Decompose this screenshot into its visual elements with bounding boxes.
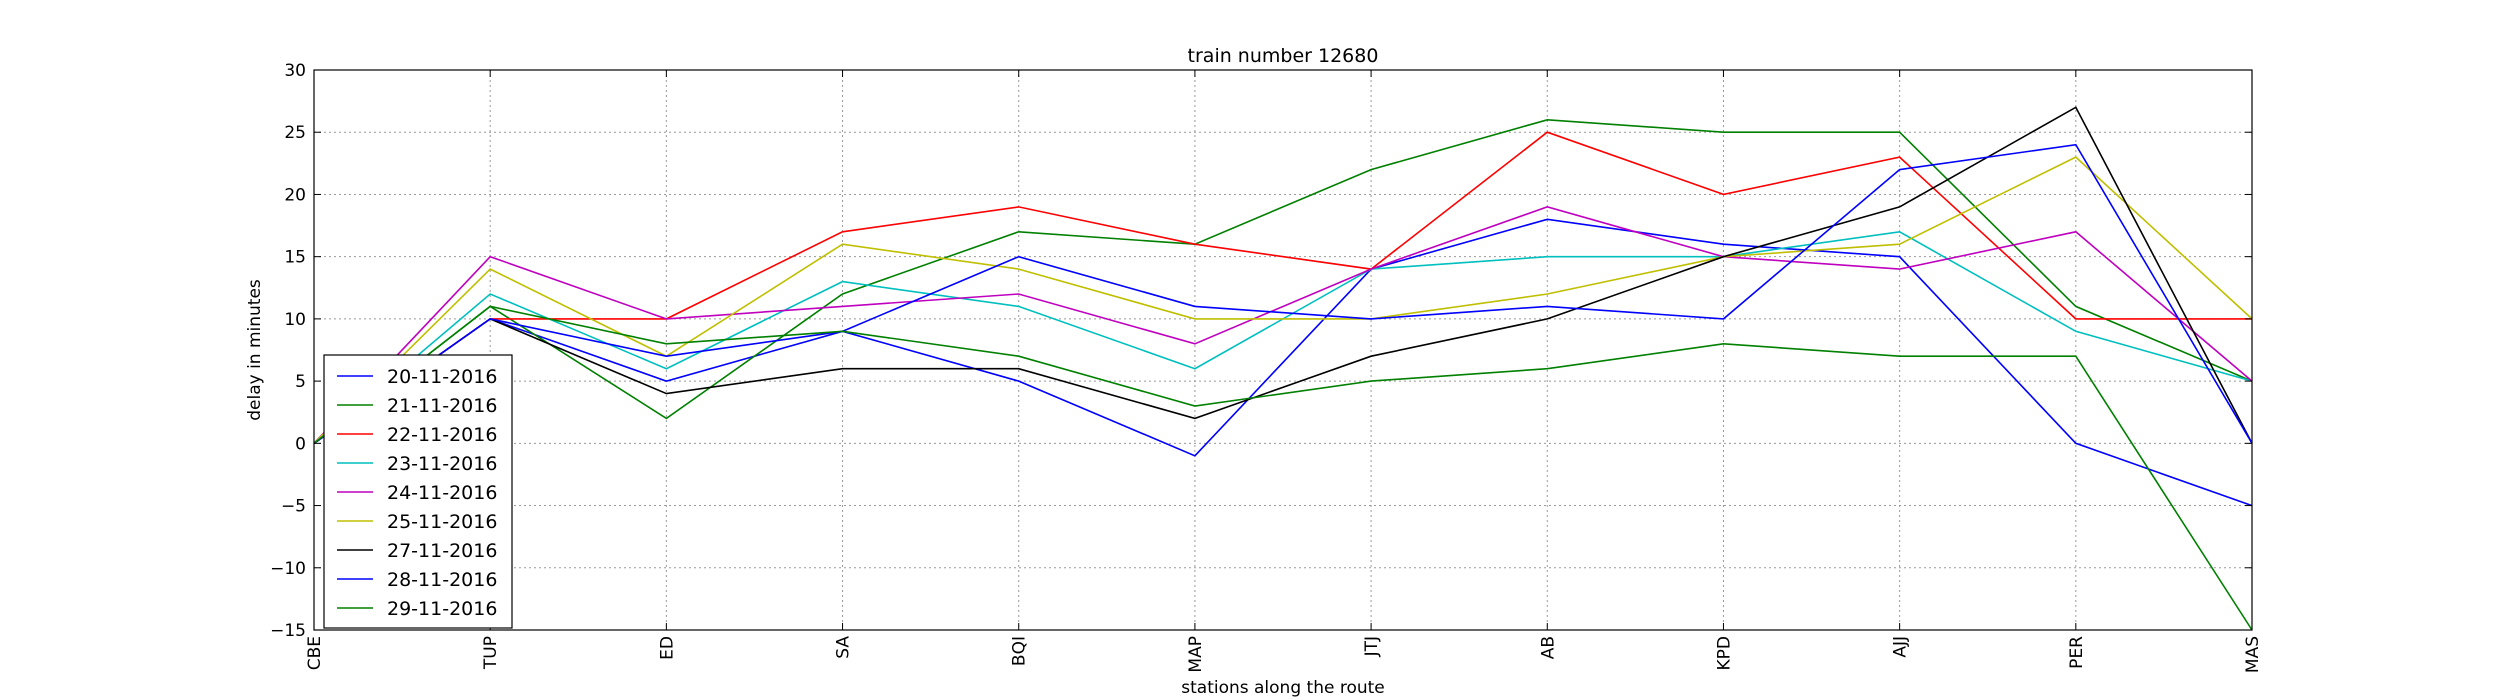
legend-entry: 23-11-2016	[387, 453, 497, 475]
y-tick-label: 5	[295, 372, 306, 392]
y-tick-label: −5	[281, 497, 306, 517]
x-tick-label: SA	[834, 636, 854, 659]
legend-entry: 25-11-2016	[387, 511, 497, 533]
series-line-21-11-2016	[313, 118, 2253, 444]
series-line-22-11-2016	[313, 131, 2252, 444]
x-tick-label: AB	[1538, 636, 1558, 659]
x-tick-label: KPD	[1714, 636, 1734, 671]
plot-frame	[313, 69, 2253, 631]
legend-entry: 20-11-2016	[387, 366, 497, 388]
y-tick-label: −10	[270, 559, 306, 579]
x-axis-ticks: CBE TUP ED SA BQI MAP JTJ AB KPD AJJ PER MAS	[305, 70, 2263, 673]
x-tick-label: ED	[657, 636, 677, 660]
x-tick-label: BQI	[1010, 636, 1030, 666]
legend-entry: 24-11-2016	[387, 482, 497, 504]
y-tick-label: 25	[284, 123, 306, 143]
series-line-25-11-2016	[313, 156, 2253, 444]
x-tick-label: TUP	[481, 636, 501, 670]
x-axis-label: stations along the route	[1181, 678, 1385, 698]
series-line-27-11-2016	[313, 106, 2253, 444]
y-tick-label: 0	[295, 434, 306, 454]
legend-entry: 22-11-2016	[387, 424, 497, 446]
legend-entry: 29-11-2016	[387, 598, 497, 620]
chart-title: train number 12680	[1188, 45, 1379, 67]
series-line-23-11-2016	[313, 230, 2253, 444]
grid	[314, 70, 2252, 630]
legend-entry: 21-11-2016	[387, 395, 497, 417]
series-line-28-11-2016	[313, 143, 2253, 444]
y-tick-label: 15	[284, 248, 306, 268]
y-tick-label: 30	[284, 61, 306, 81]
series-line-24-11-2016	[313, 206, 2253, 444]
y-axis-label: delay in minutes	[245, 279, 265, 421]
legend-entry: 28-11-2016	[387, 569, 497, 591]
legend-entry: 27-11-2016	[387, 540, 497, 562]
x-tick-label: CBE	[305, 636, 325, 670]
x-tick-label: MAP	[1186, 636, 1206, 673]
legend: 20-11-2016 21-11-2016 22-11-2016 23-11-2016…	[323, 354, 513, 629]
y-tick-label: −15	[270, 621, 306, 641]
y-axis-ticks: −15 −10 −5 0 5 10 15 20 25 30	[270, 61, 2252, 641]
x-tick-label: AJJ	[1891, 636, 1911, 658]
x-tick-label: JTJ	[1362, 636, 1382, 657]
series-line-29-11-2016	[313, 305, 2253, 631]
series-line-20-11-2016	[313, 218, 2253, 507]
x-tick-label: PER	[2067, 636, 2087, 669]
series-lines	[313, 106, 2253, 631]
x-tick-label: MAS	[2243, 636, 2263, 673]
y-tick-label: 10	[284, 310, 306, 330]
y-tick-label: 20	[284, 185, 306, 205]
